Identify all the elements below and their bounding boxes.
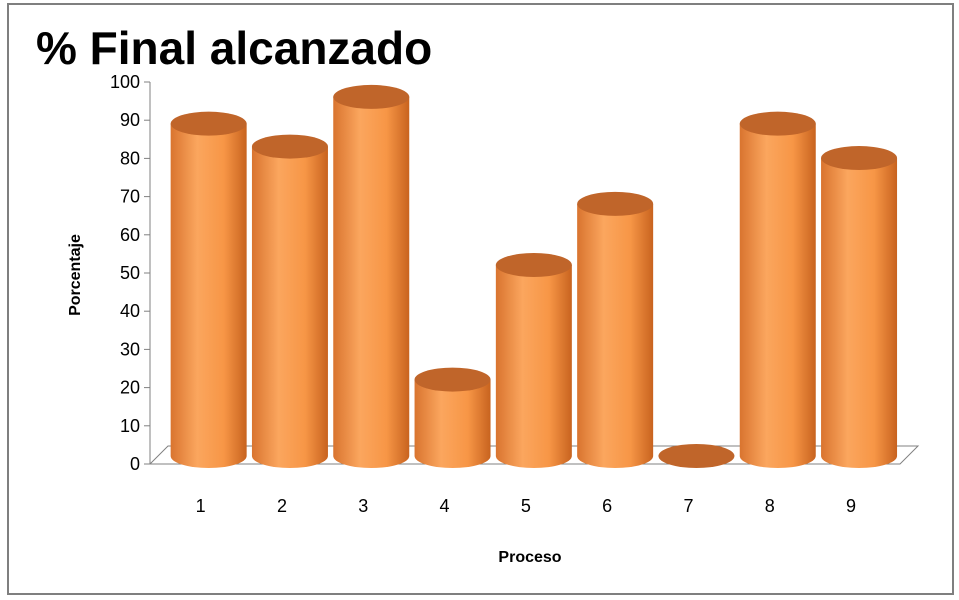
y-tick-label: 20 — [120, 378, 140, 398]
bar-top — [333, 84, 410, 109]
x-tick-label: 7 — [683, 496, 693, 516]
bar-top — [577, 191, 654, 216]
bar-body — [170, 123, 247, 468]
bar-top — [821, 146, 898, 171]
bar-body — [495, 265, 572, 468]
y-tick-labels: 0 10 20 30 40 50 60 70 80 90 100 — [110, 72, 150, 474]
y-tick-label: 60 — [120, 225, 140, 245]
x-axis-label: Proceso — [498, 549, 561, 566]
bar-top — [739, 111, 816, 136]
bar-top — [414, 367, 491, 392]
bar-top — [495, 253, 572, 277]
bar-body — [577, 203, 654, 468]
x-tick-label: 9 — [846, 496, 856, 516]
bars — [170, 84, 898, 469]
bar-top — [658, 444, 735, 468]
x-tick-label: 1 — [196, 496, 206, 516]
y-tick-label: 70 — [120, 187, 140, 207]
y-tick-label: 100 — [110, 72, 140, 92]
bar-top — [170, 111, 247, 136]
bar — [658, 444, 735, 468]
bar — [170, 111, 247, 468]
bar — [251, 134, 328, 468]
bar-body — [821, 158, 898, 469]
bar-body — [333, 96, 410, 469]
y-tick-label: 10 — [120, 416, 140, 436]
bar-body — [251, 146, 328, 468]
bar — [739, 111, 816, 468]
y-axis-label: Porcentaje — [67, 234, 84, 316]
bar — [821, 146, 898, 469]
bar — [333, 84, 410, 469]
bar — [577, 191, 654, 468]
x-tick-label: 2 — [277, 496, 287, 516]
x-tick-label: 6 — [602, 496, 612, 516]
y-tick-label: 50 — [120, 263, 140, 283]
bar-body — [739, 123, 816, 468]
x-tick-label: 4 — [440, 496, 450, 516]
bar — [495, 253, 572, 468]
x-tick-label: 5 — [521, 496, 531, 516]
y-tick-label: 40 — [120, 301, 140, 321]
bar-body — [414, 379, 491, 468]
x-tick-label: 8 — [765, 496, 775, 516]
x-tick-label: 3 — [358, 496, 368, 516]
y-tick-label: 80 — [120, 148, 140, 168]
bar-top — [251, 134, 328, 159]
chart-title: % Final alcanzado — [36, 22, 432, 74]
bar — [414, 367, 491, 468]
y-tick-label: 0 — [130, 454, 140, 474]
y-tick-label: 30 — [120, 339, 140, 359]
x-tick-labels: 1 2 3 4 5 6 7 8 9 — [196, 496, 856, 516]
y-tick-label: 90 — [120, 110, 140, 130]
